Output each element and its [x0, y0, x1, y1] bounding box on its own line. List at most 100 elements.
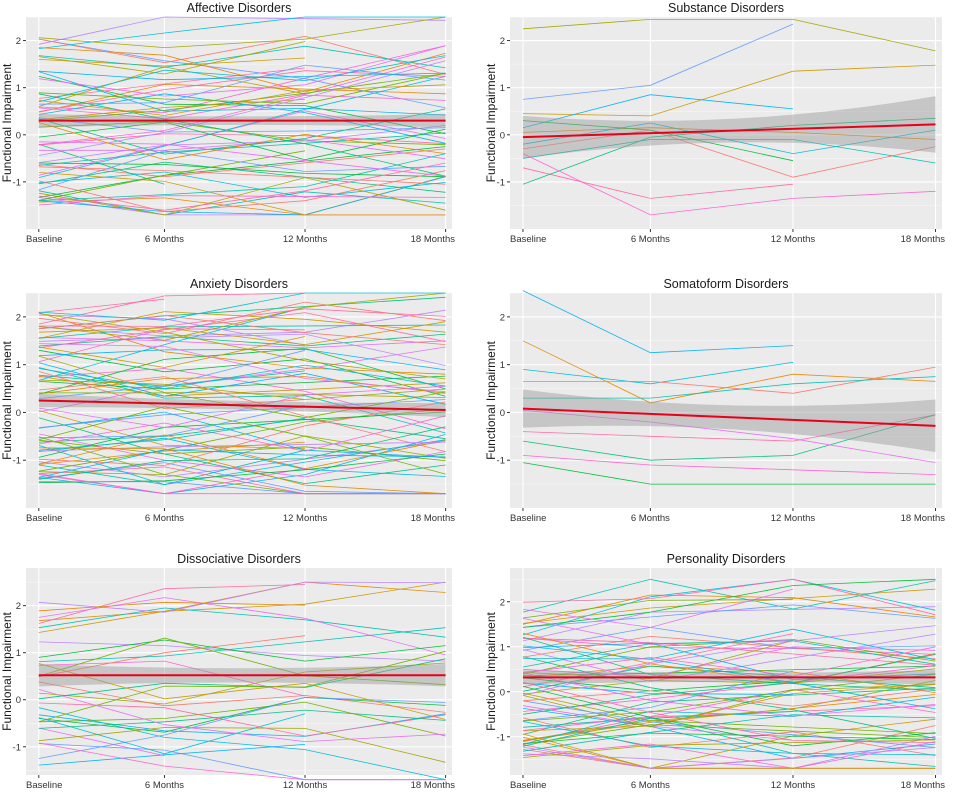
trajectory-line: [38, 584, 306, 624]
y-tick-label: 1: [500, 642, 505, 653]
trajectory-line: [38, 410, 306, 449]
y-tick-label: 0: [500, 408, 505, 419]
y-axis-label: Functional Impairment: [0, 611, 14, 730]
trajectory-line: [38, 41, 306, 75]
trajectory-line: [522, 720, 936, 741]
trend-line: [38, 399, 446, 412]
trajectory-line: [38, 308, 446, 327]
trajectory-line: [38, 150, 446, 191]
trajectory-line: [522, 628, 936, 661]
panel-title: Substance Disorders: [668, 1, 784, 15]
trajectory-line: [38, 371, 306, 410]
trajectory-line: [38, 435, 446, 476]
trajectory-line: [38, 150, 306, 201]
x-tick-label: 6 Months: [145, 234, 184, 245]
y-axis-label: Functional Impairment: [484, 63, 498, 182]
trajectory-line: [38, 415, 446, 452]
trajectory-line: [38, 16, 446, 49]
trajectory-line: [38, 121, 446, 161]
x-tick-label: Baseline: [510, 234, 546, 245]
trajectory-line: [522, 578, 936, 628]
trajectory-line: [38, 72, 446, 105]
y-axis-label: Functional Impairment: [0, 63, 14, 182]
trajectory-line: [38, 38, 446, 109]
trajectory-line: [38, 321, 446, 346]
trajectory-line: [38, 153, 446, 202]
x-tick-label: 18 Months: [901, 780, 946, 791]
trajectory-line: [522, 414, 936, 442]
trajectory-line: [38, 16, 446, 45]
trajectory-line: [38, 689, 446, 743]
trajectory-line: [38, 148, 446, 178]
x-tick-label: 18 Months: [411, 513, 456, 524]
y-tick-label: 2: [16, 601, 21, 612]
trajectory-line: [38, 376, 446, 452]
y-tick-label: -1: [497, 456, 505, 467]
y-tick-label: 1: [500, 83, 505, 94]
trajectory-line: [522, 640, 936, 668]
trajectory-line: [38, 141, 446, 177]
trajectory-line: [38, 581, 446, 613]
trajectory-line: [38, 439, 446, 486]
trajectory-line: [522, 462, 936, 485]
y-tick-label: 2: [500, 312, 505, 323]
trajectory-line: [522, 696, 936, 745]
trajectory-line: [38, 162, 446, 211]
trajectory-line: [38, 73, 446, 122]
trend-line: [522, 123, 936, 139]
panel-title: Dissociative Disorders: [177, 552, 301, 566]
trajectory-line: [522, 594, 936, 625]
trajectory-line: [38, 45, 446, 114]
x-tick-label: 12 Months: [771, 780, 816, 791]
trajectory-line: [38, 298, 165, 313]
panel-title: Personality Disorders: [667, 552, 786, 566]
trajectory-line: [522, 717, 936, 756]
x-tick-label: 6 Months: [631, 780, 670, 791]
trajectory-line: [38, 404, 306, 439]
trajectory-line: [522, 636, 936, 691]
trajectory-line: [38, 660, 306, 697]
trajectory-line: [522, 23, 794, 100]
trajectory-line: [522, 588, 794, 628]
y-tick-label: 2: [16, 36, 21, 47]
trajectory-line: [38, 133, 446, 146]
panel-6: Personality Disorders Functional Impairme…: [484, 552, 945, 791]
trajectory-line: [522, 340, 936, 404]
trajectory-line: [522, 633, 936, 682]
x-tick-label: 18 Months: [901, 513, 946, 524]
y-tick-label: -1: [13, 742, 21, 753]
panel-3: Anxiety Disorders Functional Impairment-1…: [0, 277, 455, 524]
y-tick-label: 0: [500, 130, 505, 141]
y-tick-label: 1: [500, 360, 505, 371]
trajectory-line: [38, 449, 446, 478]
y-tick-label: 2: [500, 597, 505, 608]
trajectory-line: [38, 70, 446, 113]
trajectory-line: [38, 364, 446, 390]
x-tick-label: 12 Months: [283, 513, 328, 524]
trajectory-line: [38, 57, 306, 67]
panel-title: Anxiety Disorders: [190, 277, 288, 291]
trajectory-line: [38, 110, 446, 176]
trajectory-line: [522, 741, 936, 769]
trajectory-line: [522, 670, 794, 721]
x-tick-label: 12 Months: [771, 513, 816, 524]
confidence-ribbon: [522, 389, 936, 453]
trajectory-line: [38, 347, 446, 395]
y-tick-label: -1: [13, 177, 21, 188]
trajectory-line: [38, 162, 446, 178]
trajectory-line: [38, 481, 446, 495]
x-tick-label: 6 Months: [145, 780, 184, 791]
trajectory-line: [38, 362, 446, 405]
trajectory-line: [522, 689, 936, 731]
trajectory-line: [522, 688, 936, 707]
trajectory-line: [522, 94, 794, 129]
trajectory-line: [38, 76, 446, 178]
y-tick-label: 1: [16, 360, 21, 371]
trajectory-line: [38, 314, 306, 346]
x-tick-label: Baseline: [26, 780, 62, 791]
trajectory-line: [522, 665, 936, 692]
trajectory-line: [38, 702, 446, 737]
trajectory-line: [522, 120, 794, 162]
y-axis-label: Functional Impairment: [484, 340, 498, 459]
